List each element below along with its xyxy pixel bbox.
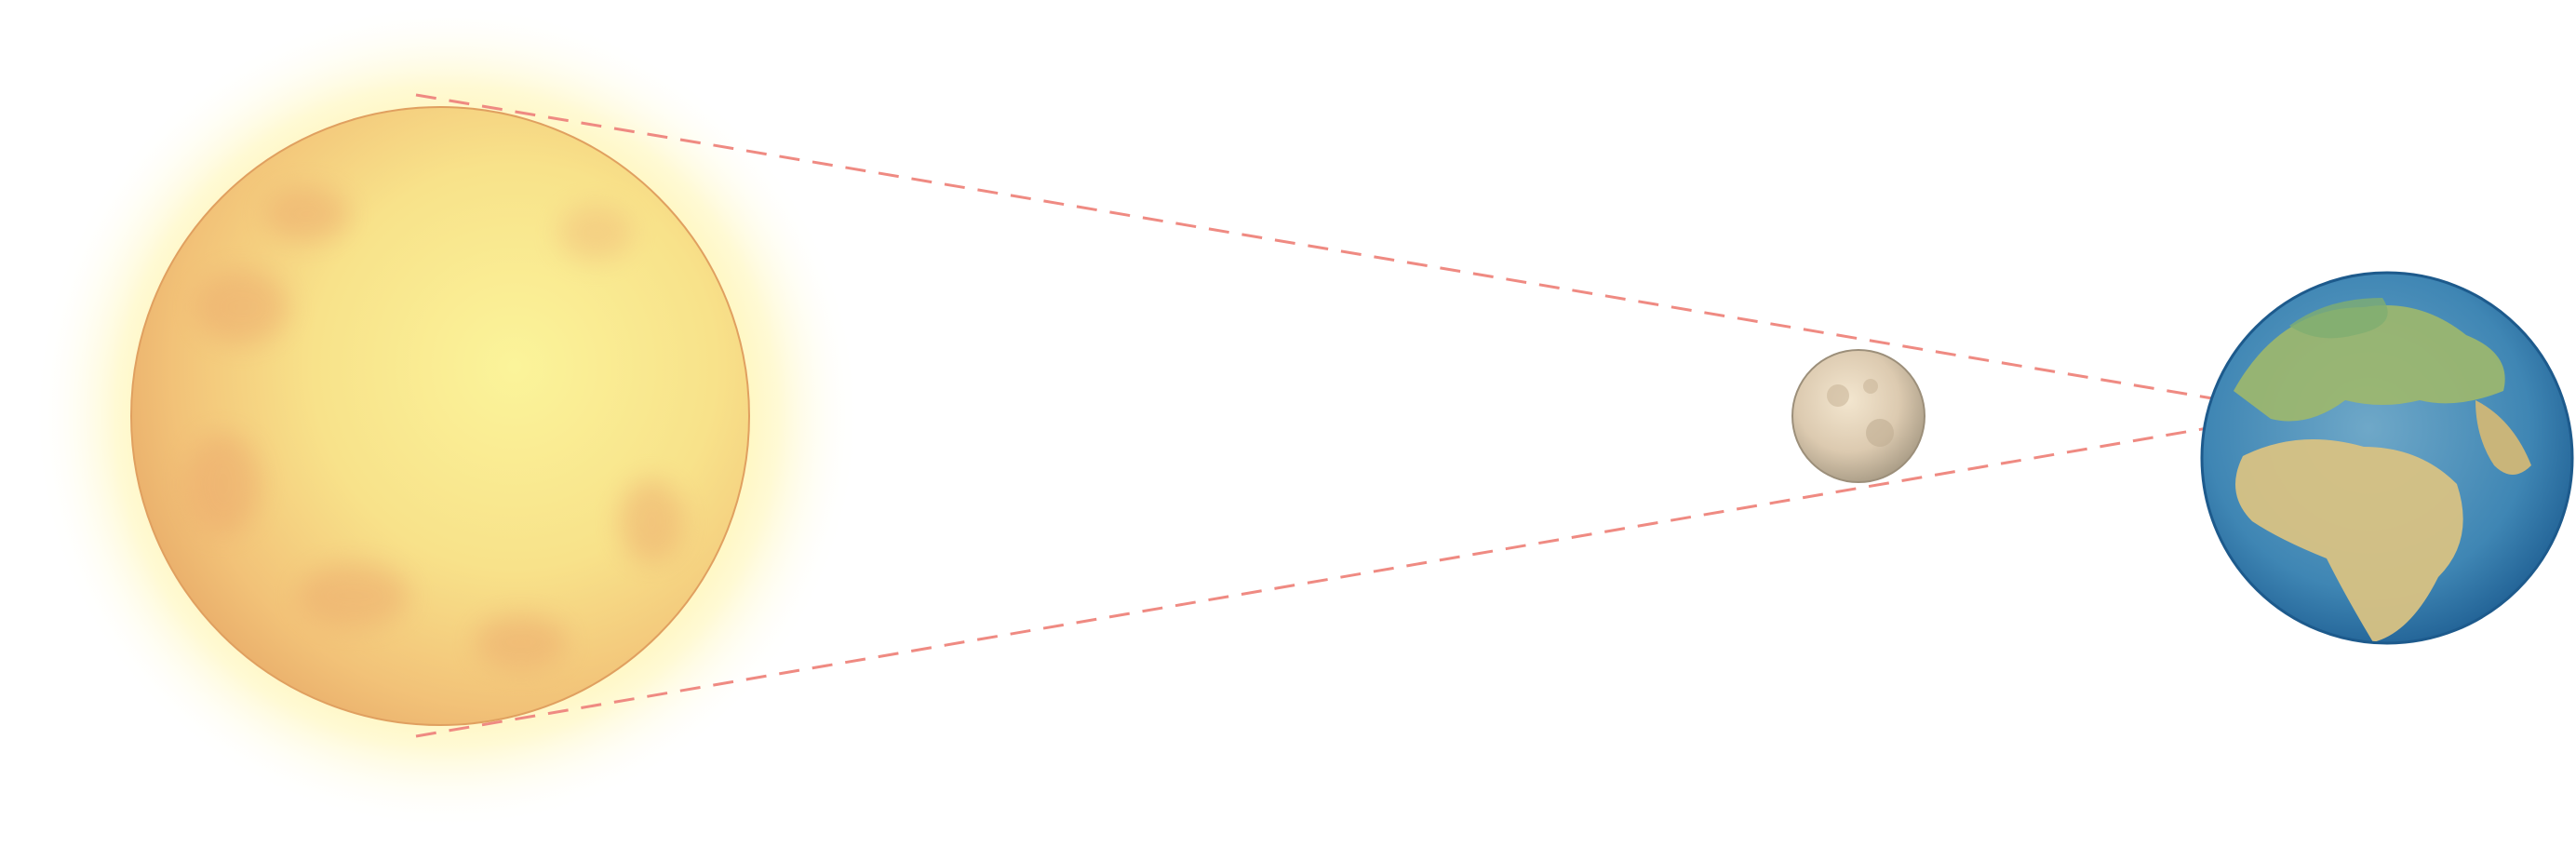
sun (33, 2, 861, 830)
moon-body (1791, 349, 1925, 483)
upper-line (415, 93, 2235, 404)
earth-outline (2200, 271, 2574, 645)
sun-spots (186, 186, 684, 670)
continents (2234, 298, 2531, 642)
lower-line (415, 422, 2235, 738)
earth (2200, 271, 2574, 645)
sun-body (130, 106, 750, 726)
shadow-lines (415, 93, 2235, 738)
moon (1791, 349, 1925, 483)
